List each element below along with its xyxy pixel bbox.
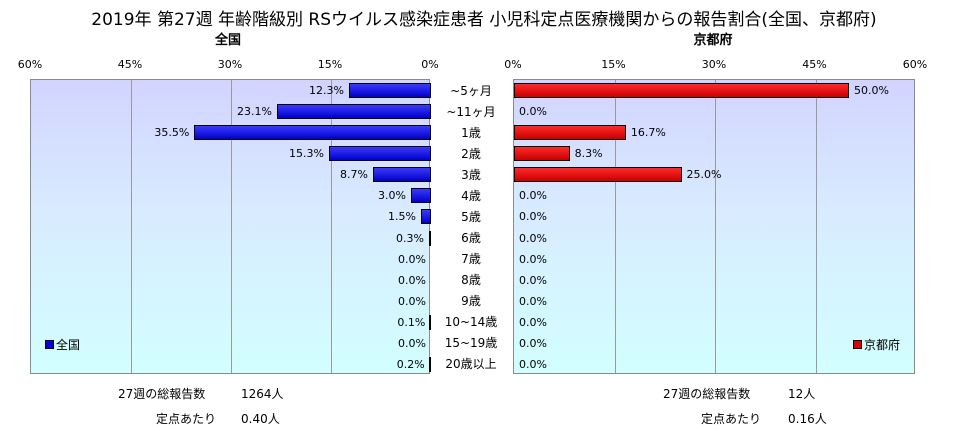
category-label: 9歳 <box>461 294 481 309</box>
right-tick-label: 15% <box>601 58 626 71</box>
national-data-label: 0.0% <box>398 294 426 308</box>
category-label: 10~14歳 <box>444 315 498 330</box>
national-data-label: 0.3% <box>396 231 424 245</box>
left-tick-label: 15% <box>317 58 343 71</box>
right-gridline <box>614 80 616 373</box>
kyoto-data-label: 0.0% <box>519 252 547 266</box>
category-label: 15~19歳 <box>444 336 498 351</box>
kyoto-data-label: 16.7% <box>630 126 666 140</box>
kyoto-bar <box>514 83 849 99</box>
national-data-label: 23.1% <box>237 105 272 119</box>
national-bar <box>411 188 431 204</box>
national-data-label: 35.5% <box>154 126 190 140</box>
national-bar <box>429 314 431 330</box>
national-data-label: 0.2% <box>396 357 425 371</box>
national-data-label: 0.1% <box>397 315 426 329</box>
kyoto-per-site-value: 0.16人 <box>788 412 827 426</box>
legend-label-kyoto: 京都府 <box>863 338 900 352</box>
kyoto-total-label: 27週の総報告数 <box>663 387 751 401</box>
legend-swatch-kyoto <box>852 340 862 349</box>
legend-label-national: 全国 <box>56 338 81 352</box>
right-tick-label: 0% <box>504 58 522 71</box>
left-gridline <box>131 80 132 373</box>
legend-swatch-national <box>45 340 54 349</box>
kyoto-bar <box>514 125 626 141</box>
kyoto-total-value: 12人 <box>788 387 816 401</box>
kyoto-bar <box>514 167 682 183</box>
national-data-label: 15.3% <box>289 147 324 161</box>
kyoto-data-label: 0.0% <box>519 315 547 329</box>
kyoto-data-label: 0.0% <box>519 231 547 245</box>
national-per-site-label: 定点あたり <box>156 412 217 426</box>
kyoto-data-label: 0.0% <box>519 357 547 371</box>
right-plot-area: 京都府 50.0% 0.0% 16.7% 8.3% 25.0% 0.0% 0.0% 0.0% 0… <box>513 79 915 374</box>
left-tick-label: 60% <box>17 58 43 71</box>
left-tick-label: 45% <box>117 58 143 71</box>
left-gridline <box>231 80 232 373</box>
left-plot-area: 全国 12.3% 23.1% 35.5% 15.3% 8.7% 3.0% 1.5% 0.3% 0… <box>30 79 431 374</box>
national-data-label: 3.0% <box>378 189 406 203</box>
national-data-label: 8.7% <box>340 168 368 182</box>
kyoto-data-label: 50.0% <box>854 84 889 98</box>
left-legend: 全国 <box>45 336 80 353</box>
national-per-site-value: 0.40人 <box>241 412 280 426</box>
right-legend: 京都府 <box>852 336 900 353</box>
chart-title: 2019年 第27週 年齢階級別 RSウイルス感染症患者 小児科定点医療機関から… <box>91 10 877 30</box>
category-label: 5歳 <box>461 209 481 224</box>
category-label: 6歳 <box>461 231 481 246</box>
national-bar <box>277 104 431 120</box>
right-tick-label: 60% <box>902 58 928 71</box>
category-label: 3歳 <box>461 167 481 182</box>
kyoto-bar <box>514 146 570 162</box>
category-label: 7歳 <box>461 252 481 267</box>
left-panel-title: 全国 <box>214 33 242 48</box>
kyoto-data-label: 0.0% <box>519 189 547 203</box>
national-total-value: 1264人 <box>241 387 284 401</box>
kyoto-data-label: 8.3% <box>574 147 603 161</box>
kyoto-data-label: 0.0% <box>519 105 547 119</box>
right-gridline <box>715 80 716 373</box>
category-label: 8歳 <box>461 273 481 288</box>
right-panel-title: 京都府 <box>693 33 733 48</box>
category-label: 20歳以上 <box>445 357 497 372</box>
national-bar <box>429 356 431 372</box>
right-tick-label: 45% <box>802 58 827 71</box>
national-data-label: 0.0% <box>398 273 426 287</box>
national-bar <box>194 125 431 141</box>
category-label: 1歳 <box>461 125 481 140</box>
national-data-label: 12.3% <box>309 84 344 98</box>
category-label: 4歳 <box>461 188 481 203</box>
right-tick-label: 30% <box>701 58 727 71</box>
category-label: ~5ヶ月 <box>450 83 492 98</box>
category-label: 2歳 <box>461 146 481 161</box>
national-total-label: 27週の総報告数 <box>118 387 206 401</box>
national-data-label: 0.0% <box>398 336 426 350</box>
left-gridline <box>331 80 332 373</box>
left-tick-label: 0% <box>421 58 439 71</box>
national-bar <box>421 209 431 225</box>
national-bar <box>373 167 431 183</box>
national-data-label: 1.5% <box>388 210 416 224</box>
national-data-label: 0.0% <box>398 252 426 266</box>
national-bar <box>329 146 431 162</box>
kyoto-data-label: 0.0% <box>519 336 547 350</box>
kyoto-data-label: 0.0% <box>519 210 547 224</box>
kyoto-data-label: 25.0% <box>686 168 722 182</box>
kyoto-data-label: 0.0% <box>519 294 547 308</box>
category-label: ~11ヶ月 <box>446 104 496 119</box>
kyoto-data-label: 0.0% <box>519 273 547 287</box>
national-bar <box>429 230 431 246</box>
kyoto-per-site-label: 定点あたり <box>701 412 762 426</box>
left-tick-label: 30% <box>217 58 243 71</box>
national-bar <box>349 83 431 99</box>
right-gridline <box>815 80 817 373</box>
